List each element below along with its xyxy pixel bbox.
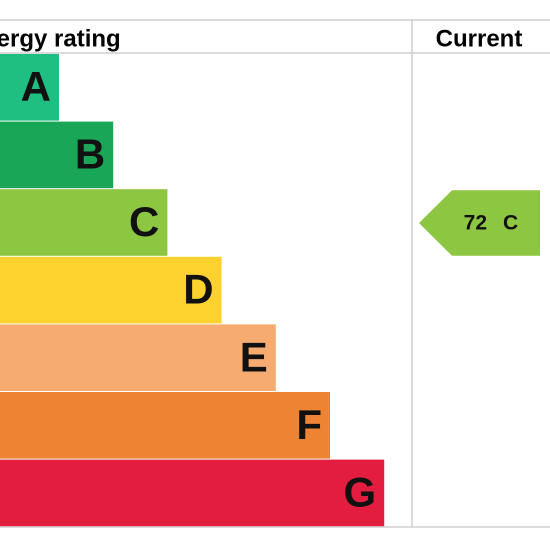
band-bar — [0, 189, 168, 256]
current-value: 72 — [464, 212, 487, 235]
header-current: Current — [436, 25, 523, 52]
band-letter: D — [183, 266, 213, 313]
current-arrow — [419, 190, 540, 256]
band-bar — [0, 459, 385, 527]
band-bar — [0, 324, 276, 391]
band-bar — [0, 121, 114, 189]
band-letter: E — [240, 333, 268, 380]
band-letter: C — [129, 198, 159, 245]
current-band: C — [503, 212, 518, 235]
band-letter: G — [344, 468, 377, 515]
band-bar — [0, 392, 330, 459]
band-letter: A — [21, 63, 51, 110]
band-bar — [0, 256, 222, 324]
band-bar — [0, 54, 59, 121]
band-letter: F — [296, 401, 322, 448]
current-rating: 72 C — [419, 190, 540, 256]
header-title: Energy rating — [0, 25, 121, 52]
band-letter: B — [75, 130, 105, 177]
